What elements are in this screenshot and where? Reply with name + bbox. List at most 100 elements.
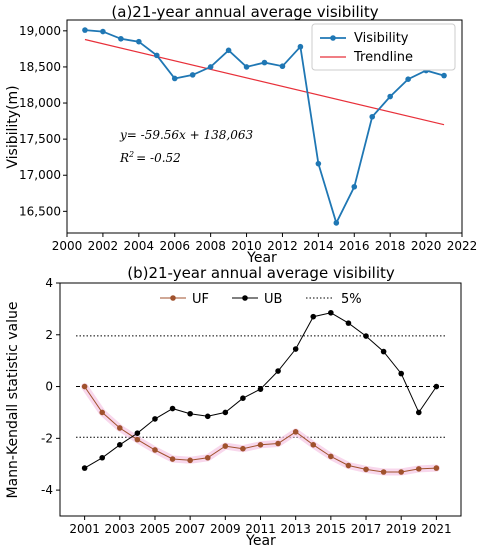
- visibility-point: [225, 47, 232, 54]
- ub-point: [257, 386, 264, 392]
- ub-point: [398, 370, 405, 377]
- uf-point: [292, 429, 299, 435]
- legend-ub-label: UB: [264, 292, 282, 307]
- uf-point: [240, 445, 246, 452]
- chart-a-x-tick-label: 2006: [159, 239, 190, 253]
- chart-b-x-axis-label: Year: [245, 533, 276, 549]
- chart-b: (b)21-year annual average visibility 200…: [5, 264, 462, 549]
- chart-a: (a)21-year annual average visibility 200…: [5, 3, 477, 266]
- legend-uf-marker: [170, 295, 176, 301]
- chart-a-x-tick-label: 2002: [88, 239, 119, 253]
- visibility-point: [243, 64, 250, 70]
- legend-visibility-marker: [330, 35, 336, 41]
- visibility-point: [297, 43, 304, 50]
- chart-b-x-tick-label: 2017: [351, 522, 382, 536]
- legend-uf-label: UF: [192, 292, 209, 307]
- chart-b-y-tick-label: 2: [45, 328, 53, 342]
- uf-point: [152, 447, 158, 453]
- ub-point: [240, 395, 246, 402]
- uf-point: [398, 469, 405, 475]
- chart-b-title: (b)21-year annual average visibility: [127, 264, 395, 282]
- ub-point: [116, 442, 123, 448]
- uf-point: [81, 383, 88, 390]
- visibility-point: [369, 113, 376, 120]
- uf-point: [134, 436, 141, 443]
- r-exponent: 2: [128, 150, 134, 159]
- uf-series-line: [84, 386, 437, 473]
- chart-a-r-squared: R2 = -0.52: [119, 150, 181, 165]
- uf-point: [169, 456, 176, 462]
- chart-b-x-tick-label: 2021: [421, 522, 452, 536]
- ub-point: [81, 465, 88, 471]
- ub-point: [134, 430, 141, 436]
- visibility-point: [171, 75, 178, 82]
- visibility-point: [315, 160, 322, 167]
- chart-b-y-axis-label: Mann-Kendall statistic value: [5, 302, 21, 499]
- ub-point: [99, 454, 106, 461]
- ub-point: [328, 309, 334, 316]
- ub-point: [310, 313, 317, 320]
- chart-a-x-tick-label: 2018: [375, 239, 406, 253]
- chart-a-equation: y= -59.56x + 138,063: [119, 128, 253, 142]
- visibility-point: [100, 28, 106, 35]
- ub-point: [222, 409, 229, 416]
- legend-ub-marker: [242, 295, 248, 301]
- chart-b-y-tick-label: -4: [41, 483, 53, 497]
- r-value: = -0.52: [136, 151, 181, 165]
- legend-visibility-label: Visibility: [354, 31, 409, 46]
- visibility-point: [441, 72, 447, 79]
- uf-point: [433, 465, 440, 471]
- chart-b-x-ticks: 2001 2003 2005 2007 2009 2011 2013 2015 2017 2019…: [69, 516, 452, 536]
- chart-b-x-tick-label: 2003: [105, 522, 136, 536]
- ub-point: [433, 383, 440, 390]
- chart-a-legend: Visibility Trendline: [311, 23, 456, 71]
- uf-point: [380, 469, 387, 475]
- chart-a-y-ticks: 16,500 17,000 17,500 18,000 18,500 19,000: [19, 24, 67, 218]
- visibility-point: [82, 27, 88, 33]
- visibility-point: [261, 59, 268, 66]
- uf-point: [116, 425, 123, 431]
- chart-a-y-tick-label: 17,500: [19, 132, 61, 146]
- chart-a-series: [82, 27, 447, 226]
- chart-a-x-axis-label: Year: [246, 250, 277, 266]
- uf-point: [275, 440, 281, 447]
- ub-point: [380, 348, 387, 355]
- chart-b-plot-frame: [59, 282, 462, 517]
- chart-b-series: [81, 309, 440, 476]
- chart-a-x-tick-label: 2020: [411, 239, 442, 253]
- chart-a-y-tick-label: 18,500: [19, 60, 61, 74]
- uf-point: [328, 453, 334, 460]
- ub-point: [152, 416, 158, 422]
- r-symbol: R: [119, 151, 129, 165]
- visibility-point: [118, 35, 124, 42]
- visibility-point: [189, 72, 196, 78]
- visibility-point: [153, 52, 160, 59]
- uf-point: [187, 457, 193, 464]
- ub-point: [187, 410, 193, 417]
- chart-b-x-tick-label: 2011: [245, 522, 276, 536]
- chart-b-x-tick-label: 2019: [386, 522, 417, 536]
- chart-a-legend-box: [311, 23, 456, 71]
- chart-b-x-tick-label: 2001: [69, 522, 100, 536]
- ub-point: [292, 346, 299, 352]
- uf-point: [204, 454, 211, 461]
- chart-a-y-tick-label: 17,000: [19, 168, 61, 182]
- chart-a-x-tick-label: 2022: [447, 239, 478, 253]
- ub-point: [363, 333, 369, 339]
- visibility-point: [207, 64, 214, 70]
- chart-b-x-tick-label: 2007: [175, 522, 206, 536]
- chart-b-y-tick-label: -2: [41, 431, 53, 445]
- ub-point: [169, 405, 176, 412]
- chart-b-x-tick-label: 2013: [280, 522, 311, 536]
- chart-a-x-tick-label: 2000: [52, 239, 83, 253]
- chart-a-x-tick-label: 2016: [339, 239, 370, 253]
- visibility-point: [405, 76, 411, 83]
- trendline-series-line: [84, 38, 445, 126]
- chart-a-x-tick-label: 2004: [124, 239, 155, 253]
- chart-a-y-tick-label: 16,500: [19, 204, 61, 218]
- chart-a-x-tick-label: 2008: [195, 239, 226, 253]
- uf-point: [345, 462, 352, 469]
- visibility-point: [351, 183, 358, 190]
- uf-point: [222, 443, 229, 449]
